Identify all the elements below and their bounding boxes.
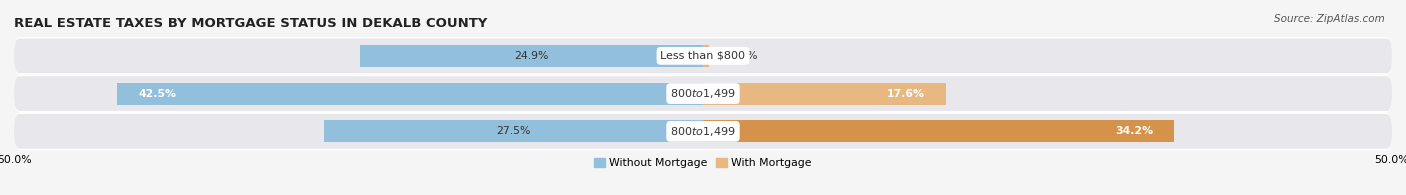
Text: 17.6%: 17.6% bbox=[887, 89, 925, 99]
Text: REAL ESTATE TAXES BY MORTGAGE STATUS IN DEKALB COUNTY: REAL ESTATE TAXES BY MORTGAGE STATUS IN … bbox=[14, 17, 488, 30]
FancyBboxPatch shape bbox=[14, 37, 1392, 75]
Bar bbox=[117, 83, 703, 105]
Text: 0.47%: 0.47% bbox=[723, 51, 758, 61]
Legend: Without Mortgage, With Mortgage: Without Mortgage, With Mortgage bbox=[595, 158, 811, 168]
Bar bbox=[323, 120, 703, 142]
FancyBboxPatch shape bbox=[14, 113, 1392, 150]
FancyBboxPatch shape bbox=[14, 114, 1392, 149]
Bar bbox=[703, 83, 945, 105]
Text: $800 to $1,499: $800 to $1,499 bbox=[671, 87, 735, 100]
Text: Less than $800: Less than $800 bbox=[661, 51, 745, 61]
Bar bbox=[703, 120, 1174, 142]
Text: 34.2%: 34.2% bbox=[1115, 126, 1153, 136]
Bar bbox=[360, 45, 703, 67]
Text: 24.9%: 24.9% bbox=[515, 51, 548, 61]
FancyBboxPatch shape bbox=[14, 75, 1392, 113]
FancyBboxPatch shape bbox=[14, 76, 1392, 111]
Text: 42.5%: 42.5% bbox=[138, 89, 176, 99]
Text: Source: ZipAtlas.com: Source: ZipAtlas.com bbox=[1274, 14, 1385, 24]
Text: 27.5%: 27.5% bbox=[496, 126, 530, 136]
Text: $800 to $1,499: $800 to $1,499 bbox=[671, 125, 735, 138]
FancyBboxPatch shape bbox=[14, 38, 1392, 73]
Bar bbox=[703, 45, 710, 67]
